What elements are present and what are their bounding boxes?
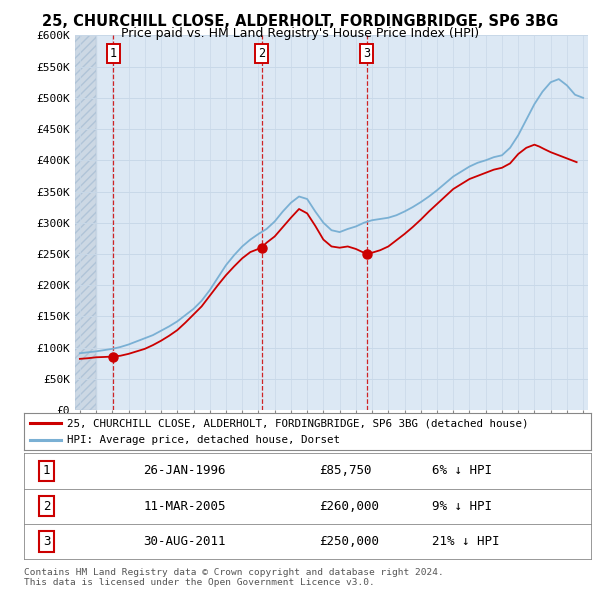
Text: 25, CHURCHILL CLOSE, ALDERHOLT, FORDINGBRIDGE, SP6 3BG: 25, CHURCHILL CLOSE, ALDERHOLT, FORDINGB… [42,14,558,29]
Text: 2: 2 [43,500,50,513]
Text: £250,000: £250,000 [319,535,379,548]
Text: 2: 2 [258,47,265,60]
Text: 6% ↓ HPI: 6% ↓ HPI [432,464,492,477]
Text: HPI: Average price, detached house, Dorset: HPI: Average price, detached house, Dors… [67,435,340,445]
Text: 1: 1 [110,47,117,60]
Text: Price paid vs. HM Land Registry's House Price Index (HPI): Price paid vs. HM Land Registry's House … [121,27,479,40]
Text: 25, CHURCHILL CLOSE, ALDERHOLT, FORDINGBRIDGE, SP6 3BG (detached house): 25, CHURCHILL CLOSE, ALDERHOLT, FORDINGB… [67,418,528,428]
Bar [75,35,96,410]
Text: £85,750: £85,750 [319,464,371,477]
Text: 11-MAR-2005: 11-MAR-2005 [143,500,226,513]
Text: £260,000: £260,000 [319,500,379,513]
Text: 26-JAN-1996: 26-JAN-1996 [143,464,226,477]
Text: Contains HM Land Registry data © Crown copyright and database right 2024.
This d: Contains HM Land Registry data © Crown c… [24,568,444,587]
Text: 30-AUG-2011: 30-AUG-2011 [143,535,226,548]
Text: 1: 1 [43,464,50,477]
Text: 9% ↓ HPI: 9% ↓ HPI [432,500,492,513]
Text: 3: 3 [43,535,50,548]
Text: 3: 3 [363,47,370,60]
Text: 21% ↓ HPI: 21% ↓ HPI [432,535,500,548]
Bar [75,35,96,410]
